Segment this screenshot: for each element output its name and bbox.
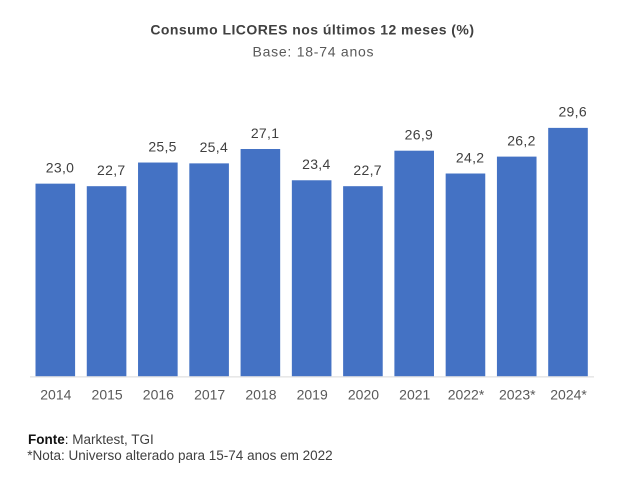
svg-text:29,6: 29,6 (558, 104, 586, 120)
svg-text:Consumo LICORES nos últimos 12: Consumo LICORES nos últimos 12 meses (%) (150, 21, 474, 37)
svg-text:2023*: 2023* (499, 386, 536, 402)
svg-text:Fonte: Marktest, TGI: Fonte: Marktest, TGI (28, 432, 154, 447)
svg-text:2014: 2014 (40, 386, 71, 402)
svg-text:23,4: 23,4 (302, 156, 330, 172)
svg-text:22,7: 22,7 (353, 162, 381, 178)
svg-text:26,2: 26,2 (507, 132, 535, 148)
svg-text:22,7: 22,7 (97, 162, 125, 178)
svg-text:26,9: 26,9 (405, 127, 433, 143)
svg-text:2018: 2018 (245, 386, 276, 402)
svg-text:24,2: 24,2 (456, 149, 484, 165)
svg-text:2017: 2017 (194, 386, 225, 402)
svg-text:2022*: 2022* (448, 386, 485, 402)
svg-text:27,1: 27,1 (251, 125, 279, 141)
svg-text:25,5: 25,5 (148, 138, 176, 154)
svg-text:2015: 2015 (92, 386, 123, 402)
svg-text:*Nota: Universo alterado para: *Nota: Universo alterado para 15-74 anos… (27, 448, 332, 463)
svg-text:2019: 2019 (297, 386, 328, 402)
svg-text:2021: 2021 (399, 386, 430, 402)
svg-text:2024*: 2024* (550, 386, 587, 402)
svg-text:2016: 2016 (143, 386, 174, 402)
svg-text:23,0: 23,0 (46, 159, 74, 175)
svg-text:25,4: 25,4 (200, 139, 228, 155)
svg-text:Base: 18-74 anos: Base: 18-74 anos (253, 44, 375, 60)
svg-text:2020: 2020 (348, 386, 379, 402)
